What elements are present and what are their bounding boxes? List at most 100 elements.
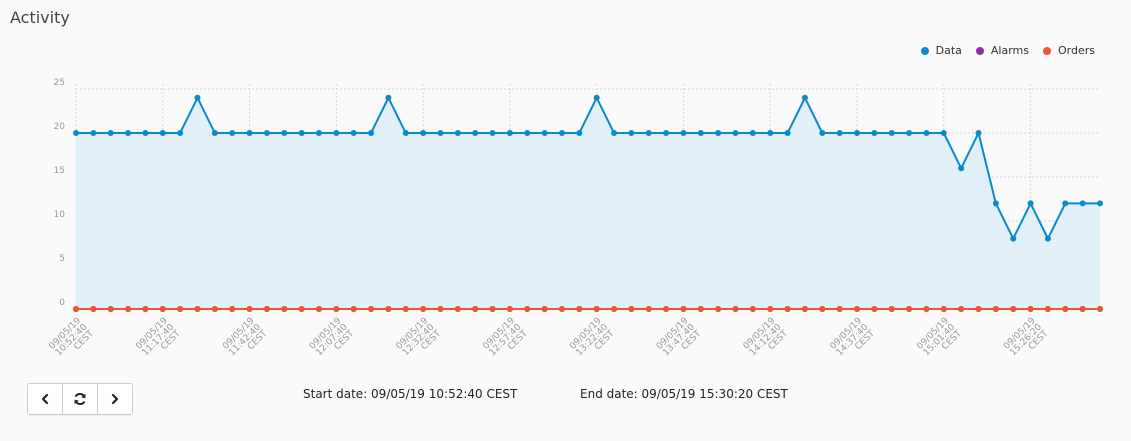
data-point-orders bbox=[298, 306, 305, 312]
y-tick-label: 5 bbox=[59, 254, 65, 264]
data-point-orders bbox=[784, 306, 791, 312]
data-point-orders bbox=[697, 306, 704, 312]
data-point-orders bbox=[263, 306, 270, 312]
previous-button[interactable] bbox=[28, 384, 63, 414]
data-point-orders bbox=[940, 306, 947, 312]
data-point-data bbox=[1097, 200, 1103, 207]
x-tick-label: 09/05/1913:22:40CEST bbox=[568, 316, 617, 365]
panel-title: Activity bbox=[10, 8, 70, 27]
data-point-data bbox=[368, 130, 375, 136]
data-point-data bbox=[784, 130, 791, 136]
data-point-orders bbox=[107, 306, 114, 312]
data-point-data bbox=[298, 130, 305, 136]
data-point-orders bbox=[871, 306, 878, 312]
data-point-data bbox=[177, 130, 184, 136]
data-point-data bbox=[107, 130, 114, 136]
data-point-orders bbox=[801, 306, 808, 312]
legend-marker-orders bbox=[1043, 46, 1051, 55]
data-point-data bbox=[923, 130, 930, 136]
legend-item-data[interactable]: Data bbox=[920, 44, 962, 57]
data-point-orders bbox=[992, 306, 999, 312]
data-point-data bbox=[715, 130, 722, 136]
data-point-orders bbox=[489, 306, 496, 312]
x-tick-label: 09/05/1915:01:40CEST bbox=[915, 316, 964, 365]
data-point-orders bbox=[906, 306, 913, 312]
data-point-data bbox=[402, 130, 409, 136]
x-tick-label: 09/05/1912:57:40CEST bbox=[481, 316, 530, 365]
next-button[interactable] bbox=[98, 384, 132, 414]
data-point-orders bbox=[611, 306, 618, 312]
legend-item-orders[interactable]: Orders bbox=[1043, 44, 1095, 57]
data-point-orders bbox=[680, 306, 687, 312]
data-point-data bbox=[385, 94, 392, 101]
x-tick-label: 09/05/1910:52:40CEST bbox=[47, 316, 96, 365]
data-point-data bbox=[541, 130, 548, 136]
legend-label-alarms: Alarms bbox=[990, 44, 1029, 57]
data-point-data bbox=[854, 130, 861, 136]
data-point-orders bbox=[211, 306, 218, 312]
data-point-data bbox=[576, 130, 583, 136]
data-point-data bbox=[593, 94, 600, 101]
legend-marker-data bbox=[920, 46, 929, 55]
data-point-orders bbox=[142, 306, 149, 312]
data-point-data bbox=[697, 130, 704, 136]
data-point-orders bbox=[1027, 306, 1034, 312]
refresh-button[interactable] bbox=[63, 384, 98, 414]
data-point-data bbox=[888, 130, 895, 136]
data-point-data bbox=[1062, 200, 1069, 207]
data-point-data bbox=[211, 130, 218, 136]
data-point-orders bbox=[628, 306, 635, 312]
data-point-orders bbox=[715, 306, 722, 312]
data-point-data bbox=[489, 130, 496, 136]
data-point-data bbox=[958, 165, 965, 172]
x-tick-label: 09/05/1913:47:40CEST bbox=[655, 316, 704, 365]
data-point-data bbox=[454, 130, 461, 136]
data-point-orders bbox=[437, 306, 444, 312]
series-area-data bbox=[76, 97, 1100, 309]
y-tick-label: 20 bbox=[54, 122, 66, 132]
data-point-orders bbox=[1010, 306, 1017, 312]
data-point-data bbox=[125, 130, 132, 136]
data-point-orders bbox=[385, 306, 392, 312]
time-navigation bbox=[27, 383, 133, 415]
data-point-data bbox=[73, 130, 79, 136]
data-point-data bbox=[281, 130, 288, 136]
data-point-orders bbox=[1097, 306, 1103, 312]
data-point-data bbox=[819, 130, 826, 136]
data-point-orders bbox=[749, 306, 756, 312]
data-point-data bbox=[194, 94, 201, 101]
data-point-data bbox=[1044, 235, 1051, 242]
data-point-data bbox=[159, 130, 166, 136]
data-point-data bbox=[229, 130, 236, 136]
x-tick-label: 09/05/1911:17:40CEST bbox=[134, 316, 183, 365]
data-point-data bbox=[975, 130, 982, 136]
data-point-data bbox=[628, 130, 635, 136]
data-point-orders bbox=[819, 306, 826, 312]
data-point-data bbox=[801, 94, 808, 101]
data-point-orders bbox=[1062, 306, 1069, 312]
data-point-orders bbox=[159, 306, 166, 312]
y-tick-label: 0 bbox=[59, 298, 65, 308]
legend-item-alarms[interactable]: Alarms bbox=[975, 44, 1029, 57]
data-point-orders bbox=[888, 306, 895, 312]
data-point-orders bbox=[558, 306, 565, 312]
data-point-orders bbox=[576, 306, 583, 312]
data-point-data bbox=[524, 130, 531, 136]
data-point-orders bbox=[229, 306, 236, 312]
data-point-data bbox=[90, 130, 97, 136]
data-point-orders bbox=[541, 306, 548, 312]
x-tick-label: 09/05/1912:07:40CEST bbox=[308, 316, 357, 365]
data-point-orders bbox=[333, 306, 340, 312]
x-tick-label: 09/05/1911:42:40CEST bbox=[221, 316, 270, 365]
data-point-orders bbox=[472, 306, 479, 312]
data-point-orders bbox=[854, 306, 861, 312]
x-tick-label: 09/05/1914:12:40CEST bbox=[742, 316, 791, 365]
chevron-right-icon bbox=[111, 393, 119, 405]
data-point-data bbox=[836, 130, 843, 136]
data-point-orders bbox=[368, 306, 375, 312]
data-point-data bbox=[749, 130, 756, 136]
x-tick-label: 09/05/1914:37:40CEST bbox=[828, 316, 877, 365]
y-tick-label: 10 bbox=[54, 210, 66, 220]
data-point-orders bbox=[958, 306, 965, 312]
data-point-data bbox=[246, 130, 253, 136]
